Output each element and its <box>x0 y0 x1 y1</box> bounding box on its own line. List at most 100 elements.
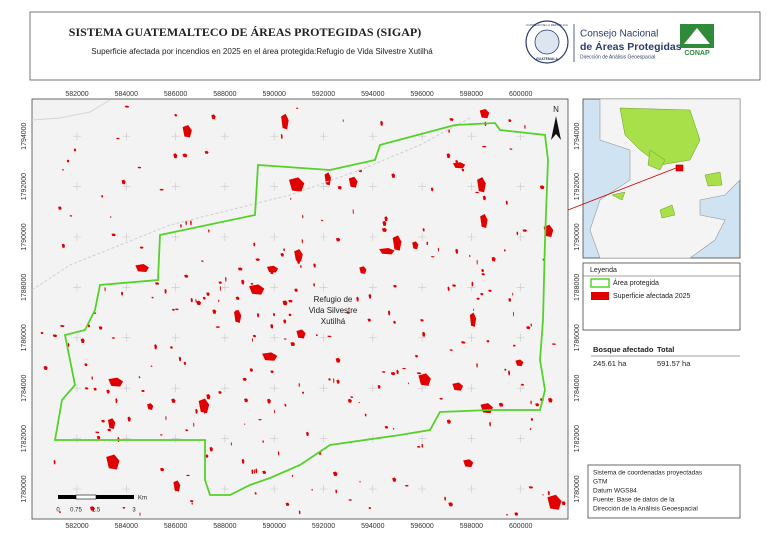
burned-patch <box>356 296 359 302</box>
burned-patch <box>471 281 474 287</box>
grid-cross <box>368 132 377 141</box>
area-label: Xutilhá <box>321 317 346 326</box>
burned-patch <box>348 499 353 501</box>
x-coord-label: 596000 <box>410 523 433 530</box>
grid-cross <box>171 333 180 342</box>
burned-patch <box>449 118 454 121</box>
grid-cross <box>467 434 476 443</box>
burned-patch <box>281 113 289 130</box>
grid-cross <box>516 485 525 493</box>
burned-patch <box>277 451 280 456</box>
burned-patch <box>212 309 217 314</box>
burned-patch <box>116 137 120 140</box>
burned-patch <box>392 235 402 251</box>
burned-patch <box>184 274 189 278</box>
burned-patch <box>311 488 313 491</box>
burned-patch <box>154 282 160 285</box>
burned-patch <box>300 265 302 268</box>
burned-patch <box>384 216 388 222</box>
y-coord-label: 1790000 <box>574 223 581 250</box>
burned-patch <box>178 356 182 362</box>
x-coord-label: 584000 <box>115 91 138 98</box>
burned-patch <box>387 310 391 316</box>
inset-protected <box>619 107 701 166</box>
grid-cross <box>122 283 131 292</box>
burned-patch <box>469 254 471 258</box>
burned-patch <box>547 490 550 496</box>
x-coord-label: 594000 <box>361 523 384 530</box>
burned-patch <box>288 313 292 317</box>
burned-patch <box>284 403 287 407</box>
grid-cross <box>171 132 180 141</box>
burned-patch <box>108 377 124 387</box>
burned-patch <box>352 209 354 215</box>
y-coord-label: 1786000 <box>21 324 28 351</box>
grid-cross <box>368 233 377 241</box>
burned-patch <box>379 247 395 255</box>
burned-patch <box>350 396 354 398</box>
burned-patch <box>135 263 149 272</box>
burned-patch <box>426 241 429 246</box>
grid-cross <box>418 333 427 342</box>
burned-patch <box>234 309 242 323</box>
burned-patch <box>476 259 478 265</box>
burned-patch <box>542 494 544 496</box>
burned-patch <box>273 409 275 414</box>
subtitle: Superficie afectada por incendios en 202… <box>91 47 433 56</box>
logo-line: Consejo Nacional <box>580 29 658 40</box>
burned-patch <box>313 263 316 268</box>
burned-patch <box>327 335 332 338</box>
burned-patch <box>526 326 531 330</box>
burned-patch <box>447 286 450 292</box>
burned-patch <box>486 340 490 343</box>
burned-patch <box>252 334 257 338</box>
burned-patch <box>342 119 344 123</box>
burned-patch <box>368 293 372 299</box>
burned-patch <box>446 419 451 424</box>
title: SISTEMA GUATEMALTECO DE ÁREAS PROTEGIDAS… <box>69 25 421 39</box>
burned-patch <box>225 276 227 282</box>
burned-patch <box>393 284 397 288</box>
burned-patch <box>364 413 367 417</box>
burned-patch <box>439 397 443 400</box>
info-box <box>587 464 741 519</box>
burned-patch <box>551 343 557 345</box>
grid-cross <box>171 182 180 191</box>
x-coord-label: 594000 <box>361 91 384 98</box>
burned-patch <box>256 313 260 318</box>
grid-cross <box>319 283 328 292</box>
grid-cross <box>270 233 279 241</box>
scale-unit: Km <box>138 496 147 502</box>
burned-patch <box>204 150 209 154</box>
burned-patch <box>101 419 106 423</box>
burned-patch <box>522 229 527 232</box>
y-coord-label: 1788000 <box>574 274 581 301</box>
seal-inner <box>534 29 560 55</box>
burned-patch <box>422 228 425 232</box>
burned-patch <box>53 459 56 465</box>
grid-cross <box>516 233 525 241</box>
scale-label: 1.5 <box>92 508 101 514</box>
burned-patch <box>262 352 278 361</box>
burned-patch <box>498 402 504 407</box>
burned-patch <box>380 120 383 126</box>
burned-patch <box>315 334 318 337</box>
burned-patch <box>185 220 187 226</box>
burned-patch <box>171 308 176 311</box>
table-cell: 591.57 ha <box>657 359 691 368</box>
burned-patch <box>59 325 65 327</box>
burned-patch <box>381 371 386 373</box>
x-coord-label: 584000 <box>115 523 138 530</box>
area-label: Vida Silvestre <box>309 306 358 315</box>
grid-cross <box>319 132 328 141</box>
x-coord-label: 598000 <box>460 523 483 530</box>
burned-patch <box>479 108 490 119</box>
burned-patch <box>235 296 240 300</box>
burned-patch <box>328 378 331 381</box>
burned-patch <box>481 268 484 273</box>
burned-patch <box>249 368 254 372</box>
x-coord-label: 582000 <box>65 523 88 530</box>
burned-patch <box>107 418 116 429</box>
burned-patch <box>414 354 419 358</box>
inset-land <box>589 98 741 259</box>
